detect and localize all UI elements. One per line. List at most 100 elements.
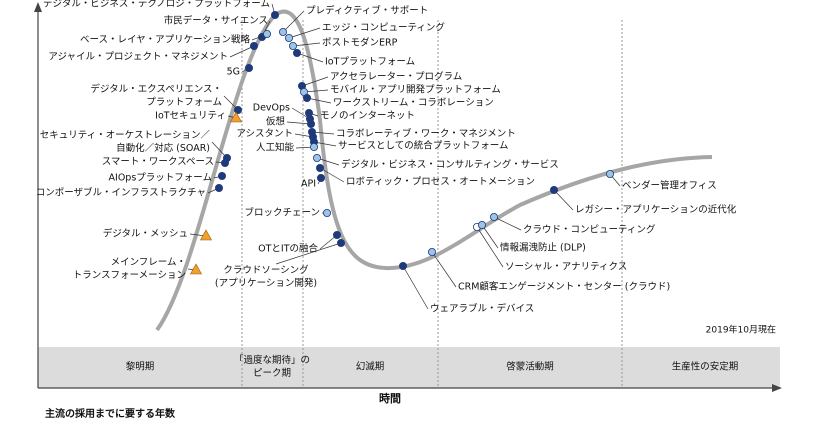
node-label: プレディクティブ・サポート — [306, 5, 428, 17]
node-label: IoTセキュリティ — [155, 111, 226, 122]
leader-line — [306, 97, 332, 104]
node-label: クラウド・コンピューティング — [523, 224, 656, 236]
node-marker — [262, 29, 271, 38]
node-label: 人工知能 — [256, 142, 295, 154]
node-label: デジタル・ビジネス・テクノロジ・プラットフォーム — [43, 0, 270, 10]
node-marker — [249, 42, 258, 51]
triangle-marker — [229, 111, 243, 123]
phase-label: 啓蒙活動期 — [506, 361, 554, 373]
node-label: ブロックチェーン — [244, 207, 320, 219]
leader-line — [493, 216, 522, 231]
x-arrow — [772, 384, 782, 392]
phase-label: 「過度な期待」の — [234, 354, 310, 366]
phase-label: 幻滅期 — [356, 361, 385, 373]
axis-label: 時間 — [379, 391, 401, 405]
as-of: 2019年10月現在 — [706, 324, 776, 336]
node-label: ポストモダンERP — [322, 37, 398, 49]
leader-line — [229, 45, 255, 58]
node-marker — [489, 212, 498, 221]
nodes: デジタル・ビジネス・テクノロジ・プラットフォーム市民データ・サイエンスベース・レ… — [36, 0, 737, 315]
node-label: OTとITの融合 — [258, 243, 318, 255]
node-label: ベンダー管理オフィス — [622, 180, 717, 192]
leader-line — [476, 226, 504, 268]
leader-line — [286, 121, 312, 125]
node-marker — [220, 158, 229, 167]
node-marker — [302, 94, 311, 103]
phase-label: 生産性の安定期 — [672, 361, 739, 373]
node-label: ロボティック・プロセス・オートメーション — [346, 177, 535, 188]
node-label: トランスフォーメーション — [73, 270, 186, 281]
leader-line — [402, 265, 429, 310]
node-label: デジタル・メッシュ — [103, 228, 188, 240]
phase-band — [38, 347, 780, 388]
footer: 主流の採用までに要する年数 — [45, 407, 176, 420]
node-label: 仮想 — [266, 116, 286, 128]
leader-line — [431, 251, 457, 288]
leader-line — [301, 76, 329, 87]
node-label: ソーシャル・アナリティクス — [505, 262, 627, 273]
node-marker — [322, 208, 331, 217]
node-marker — [292, 49, 301, 58]
node-label: 情報漏洩防止 (DLP) — [500, 242, 586, 254]
node-label: レガシー・アプリケーションの近代化 — [575, 204, 737, 216]
node-label: セキュリティ・オーケストレーション／ — [40, 130, 211, 141]
node-marker — [427, 247, 436, 256]
node-marker — [214, 183, 223, 192]
node-marker — [315, 163, 324, 172]
node-label: ベース・レイヤ・アプリケーション戦略 — [80, 34, 251, 46]
node-marker — [606, 169, 615, 178]
node-label: クラウドソーシング — [223, 264, 309, 276]
node-label: プラットフォーム — [146, 97, 222, 108]
node-label: アクセラレーター・プログラム — [330, 71, 462, 83]
node-label: メインフレーム・ — [111, 257, 186, 268]
leader-line — [319, 167, 345, 183]
node-label: モノのインターネット — [320, 111, 415, 122]
leader-line — [553, 189, 574, 211]
leader-line — [292, 42, 321, 47]
phase-label: 黎明期 — [126, 361, 155, 373]
phase-label: ピーク期 — [253, 368, 291, 379]
node-marker — [288, 42, 297, 51]
node-label: ワークストリーム・コラボレーション — [333, 98, 494, 109]
node-label: (アプリケーション開発) — [215, 277, 317, 289]
node-label: CRM顧客エンゲージメント・センター (クラウド) — [458, 281, 670, 293]
node-label: DevOps — [253, 103, 290, 114]
node-label: アジャイル・プロジェクト・マネジメント — [48, 52, 228, 63]
leader-line — [296, 52, 324, 63]
node-label: 自動化／対応 (SOAR) — [116, 142, 210, 154]
node-marker — [332, 230, 341, 239]
node-label: コンポーザブル・インフラストラクチャ — [36, 187, 206, 199]
node-marker — [336, 238, 345, 247]
leader-line — [282, 10, 305, 33]
node-label: API — [301, 179, 316, 190]
node-marker — [550, 185, 559, 194]
triangle-marker — [199, 229, 213, 241]
node-label: デジタル・エクスペリエンス・ — [90, 83, 222, 95]
node-label: モバイル・アプリ開発プラットフォーム — [330, 84, 501, 96]
triangle-marker — [189, 263, 203, 275]
node-marker — [278, 27, 287, 36]
node-marker — [312, 153, 321, 162]
node-marker — [217, 171, 226, 180]
node-label: IoTプラットフォーム — [325, 57, 415, 68]
node-marker — [270, 10, 279, 19]
node-label: AIOpsプラットフォーム — [109, 173, 212, 184]
node-label: アシスタント — [236, 129, 293, 140]
node-marker — [284, 34, 293, 43]
leader-line — [303, 89, 329, 93]
node-label: 5G — [227, 67, 240, 78]
y-arrow — [34, 2, 42, 12]
node-label: コラボレーティブ・ワーク・マネジメント — [336, 128, 516, 140]
node-marker — [477, 220, 486, 229]
node-label: サービスとしての統合プラットフォーム — [338, 140, 508, 152]
node-marker — [316, 173, 325, 182]
leader-line — [275, 242, 342, 265]
node-marker — [306, 120, 315, 129]
leader-line — [288, 27, 321, 39]
node-marker — [309, 142, 318, 151]
node-label: 市民データ・サイエンス — [164, 15, 268, 27]
node-marker — [244, 64, 253, 73]
node-label: ウェアラブル・デバイス — [430, 303, 534, 315]
